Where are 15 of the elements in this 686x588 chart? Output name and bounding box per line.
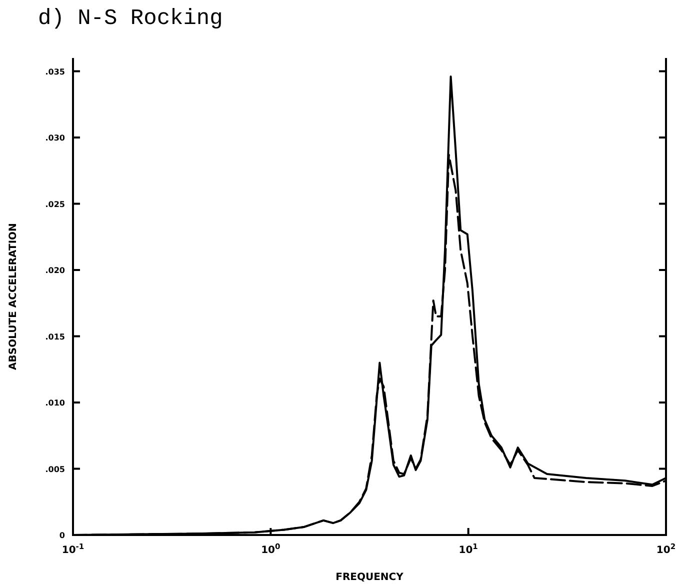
x-axis-title: FREQUENCY bbox=[336, 572, 404, 583]
y-tick-label: .015 bbox=[45, 332, 66, 342]
y-tick-label: .025 bbox=[45, 200, 66, 209]
y-axis-title: ABSOLUTE ACCELERATION bbox=[8, 223, 19, 370]
y-tick-label: .035 bbox=[45, 67, 66, 76]
x-tick-label: 10$^{2}$ bbox=[656, 542, 676, 556]
y-tick-label: .030 bbox=[45, 134, 66, 142]
x-tick-label: 10$^{0}$ bbox=[261, 542, 280, 556]
y-tick-label: .010 bbox=[45, 398, 66, 408]
x-tick-label: 10$^{-1}$ bbox=[62, 542, 84, 556]
y-tick-label: .020 bbox=[45, 266, 66, 275]
y-tick-label: .005 bbox=[45, 464, 66, 474]
x-tick-label: 10$^{1}$ bbox=[458, 542, 478, 556]
chart-title: d) N-S Rocking bbox=[38, 6, 223, 31]
y-tick-label: 0 bbox=[59, 531, 66, 540]
